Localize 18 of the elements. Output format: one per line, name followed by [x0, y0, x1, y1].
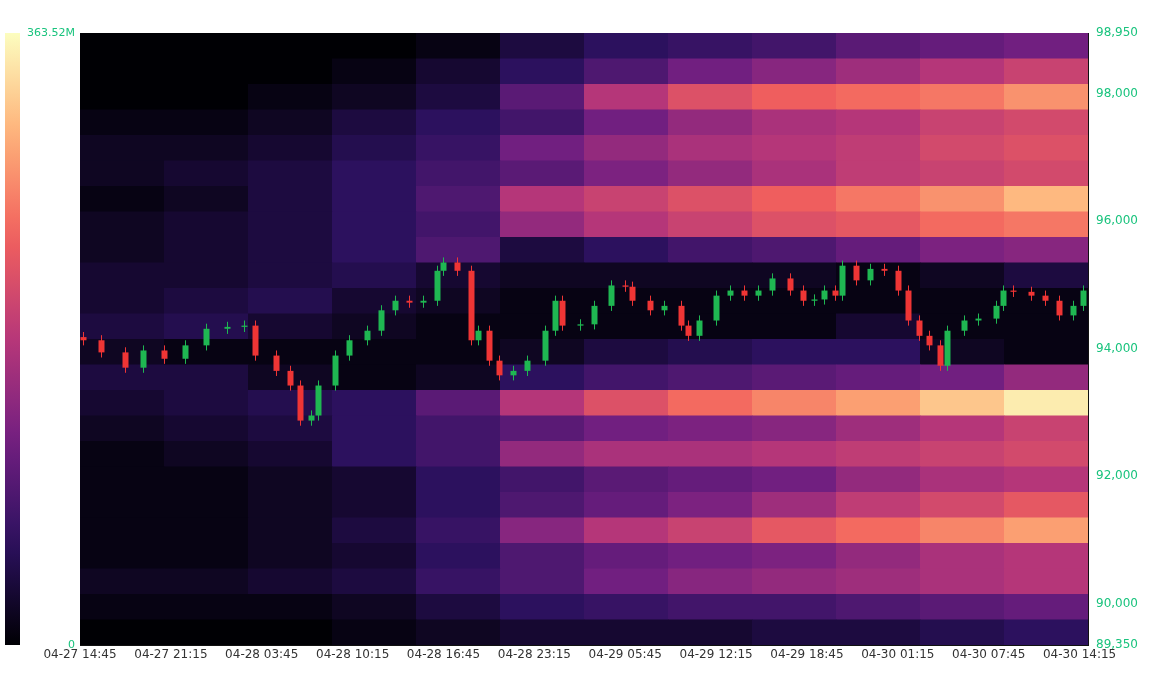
x-tick-label: 04-28 03:45: [225, 647, 299, 662]
x-tick-label: 04-28 16:45: [406, 647, 481, 662]
x-tick-label: 04-28 10:15: [315, 647, 390, 662]
x-tick-label: 04-29 12:15: [679, 647, 753, 662]
x-tick-label: 04-27 21:15: [134, 647, 208, 662]
x-tick-label: 04-28 23:15: [497, 647, 571, 662]
y-tick-label: 96,000: [1096, 213, 1138, 228]
x-tick-label: 04-30 07:45: [952, 647, 1026, 662]
color-bar-label: 363.52M: [27, 25, 75, 39]
y-tick-label: 92,000: [1096, 468, 1138, 483]
y-tick-label: 94,000: [1096, 340, 1138, 355]
x-tick-label: 04-29 18:45: [770, 647, 844, 662]
x-tick-label: 04-27 14:45: [43, 647, 117, 662]
y-tick-label: 98,950: [1096, 25, 1138, 40]
y-tick-label: 90,000: [1096, 595, 1138, 610]
x-tick-label: 04-29 05:45: [588, 647, 662, 662]
y-tick-label: 98,000: [1096, 85, 1138, 100]
x-tick-label: 04-30 01:15: [861, 647, 935, 662]
